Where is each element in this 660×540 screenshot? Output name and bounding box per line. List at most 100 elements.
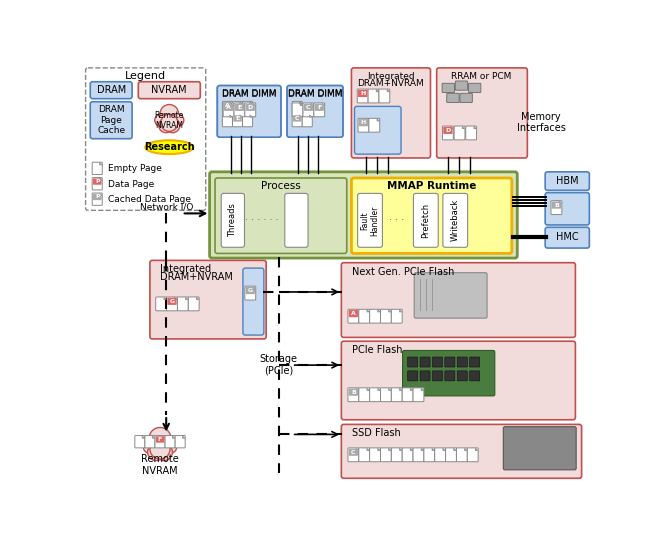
Text: RRAM or PCM: RRAM or PCM — [451, 72, 512, 81]
FancyBboxPatch shape — [447, 93, 459, 103]
FancyBboxPatch shape — [358, 90, 368, 97]
Polygon shape — [421, 388, 424, 390]
Polygon shape — [231, 103, 234, 106]
Text: F: F — [158, 437, 162, 442]
Text: C: C — [306, 105, 311, 110]
FancyBboxPatch shape — [234, 103, 245, 117]
FancyBboxPatch shape — [242, 102, 253, 114]
FancyBboxPatch shape — [432, 357, 442, 367]
FancyBboxPatch shape — [368, 89, 379, 103]
Polygon shape — [432, 448, 434, 450]
Polygon shape — [250, 102, 252, 104]
Text: Data Page: Data Page — [108, 180, 154, 188]
FancyBboxPatch shape — [156, 297, 166, 311]
Circle shape — [150, 439, 170, 459]
Polygon shape — [152, 436, 154, 438]
Polygon shape — [399, 309, 402, 312]
FancyBboxPatch shape — [551, 201, 562, 214]
FancyBboxPatch shape — [245, 103, 255, 117]
FancyBboxPatch shape — [284, 193, 308, 247]
Text: HBM: HBM — [556, 176, 578, 186]
Polygon shape — [421, 448, 424, 450]
FancyBboxPatch shape — [222, 114, 232, 127]
Polygon shape — [443, 448, 446, 450]
FancyBboxPatch shape — [341, 341, 576, 420]
FancyBboxPatch shape — [380, 448, 391, 462]
FancyBboxPatch shape — [223, 103, 234, 117]
FancyBboxPatch shape — [445, 357, 455, 367]
Polygon shape — [474, 126, 477, 129]
Polygon shape — [300, 115, 302, 117]
Text: Fault
Handler: Fault Handler — [360, 205, 379, 235]
Text: B: B — [554, 202, 559, 207]
Circle shape — [148, 444, 164, 461]
FancyBboxPatch shape — [370, 448, 380, 462]
Text: HMC: HMC — [556, 232, 578, 242]
FancyBboxPatch shape — [470, 371, 480, 381]
FancyBboxPatch shape — [246, 104, 255, 111]
FancyBboxPatch shape — [245, 286, 255, 300]
Text: Remote
NVRAM: Remote NVRAM — [141, 454, 179, 476]
Text: DRAM+NVRAM: DRAM+NVRAM — [358, 79, 424, 88]
FancyBboxPatch shape — [314, 103, 325, 117]
FancyBboxPatch shape — [178, 297, 188, 311]
Polygon shape — [366, 119, 368, 121]
FancyBboxPatch shape — [413, 388, 424, 402]
FancyBboxPatch shape — [358, 118, 369, 132]
FancyBboxPatch shape — [156, 436, 164, 443]
FancyBboxPatch shape — [403, 350, 495, 396]
FancyBboxPatch shape — [442, 126, 453, 140]
Text: DRAM
Page
Cache: DRAM Page Cache — [97, 105, 125, 135]
Polygon shape — [100, 163, 102, 165]
FancyBboxPatch shape — [188, 297, 199, 311]
FancyBboxPatch shape — [432, 371, 442, 381]
FancyBboxPatch shape — [457, 357, 467, 367]
Polygon shape — [197, 298, 199, 300]
FancyBboxPatch shape — [92, 162, 102, 174]
FancyBboxPatch shape — [292, 102, 302, 114]
Text: NVRAM: NVRAM — [152, 85, 187, 95]
Polygon shape — [399, 388, 402, 390]
FancyBboxPatch shape — [93, 178, 102, 185]
Text: Threads: Threads — [228, 204, 238, 237]
FancyBboxPatch shape — [351, 68, 430, 158]
FancyBboxPatch shape — [413, 193, 438, 247]
FancyBboxPatch shape — [435, 448, 446, 462]
FancyBboxPatch shape — [446, 448, 457, 462]
FancyBboxPatch shape — [242, 114, 253, 127]
FancyBboxPatch shape — [135, 436, 145, 448]
FancyBboxPatch shape — [232, 114, 242, 127]
Text: B: B — [351, 390, 356, 395]
Polygon shape — [182, 436, 185, 438]
Polygon shape — [475, 448, 478, 450]
FancyBboxPatch shape — [460, 93, 473, 103]
Polygon shape — [399, 448, 402, 450]
Text: DRAM DIMM: DRAM DIMM — [222, 90, 277, 99]
FancyBboxPatch shape — [243, 268, 264, 335]
FancyBboxPatch shape — [369, 118, 380, 132]
FancyBboxPatch shape — [354, 106, 401, 154]
FancyBboxPatch shape — [304, 104, 313, 111]
Text: DRAM DIMM: DRAM DIMM — [288, 89, 343, 98]
Polygon shape — [242, 103, 244, 106]
Polygon shape — [411, 448, 412, 450]
Polygon shape — [185, 298, 188, 300]
FancyBboxPatch shape — [457, 371, 467, 381]
Polygon shape — [378, 309, 380, 312]
Text: Cached Data Page: Cached Data Page — [108, 195, 191, 204]
Text: D: D — [248, 105, 253, 110]
Polygon shape — [378, 388, 380, 390]
Polygon shape — [377, 119, 379, 121]
FancyBboxPatch shape — [221, 193, 244, 247]
Polygon shape — [389, 448, 391, 450]
Polygon shape — [310, 115, 312, 117]
FancyBboxPatch shape — [222, 102, 232, 114]
FancyBboxPatch shape — [414, 273, 487, 318]
Polygon shape — [311, 103, 313, 106]
Polygon shape — [367, 448, 369, 450]
FancyBboxPatch shape — [168, 298, 177, 305]
Text: MMAP Runtime: MMAP Runtime — [387, 181, 476, 192]
Circle shape — [155, 114, 168, 127]
Polygon shape — [389, 309, 391, 312]
FancyBboxPatch shape — [302, 114, 312, 127]
